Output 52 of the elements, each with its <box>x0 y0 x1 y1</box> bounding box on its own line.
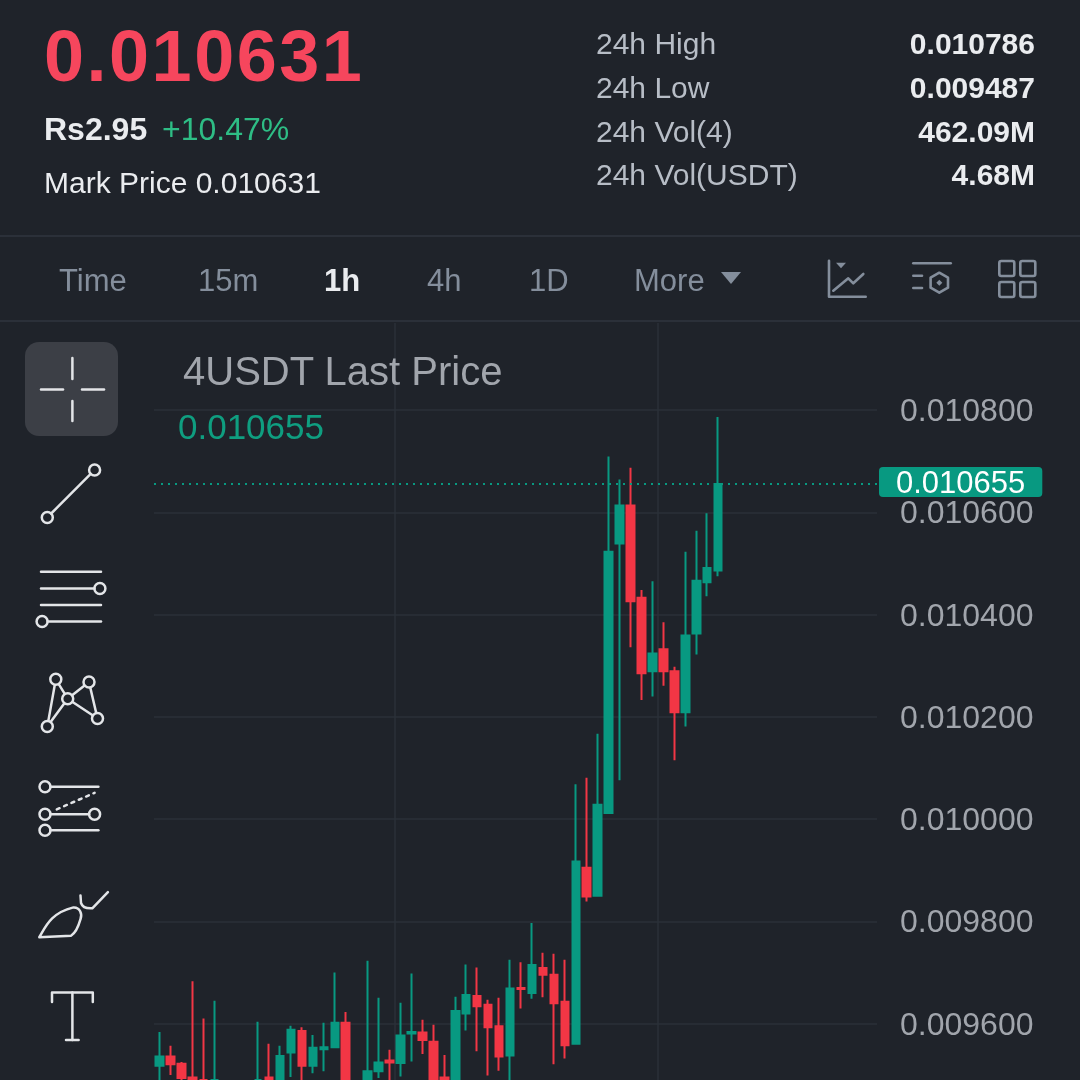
y-tick-label: 0.010800 <box>900 391 1034 428</box>
text: 24h Vol(USDT) <box>596 158 798 191</box>
candlestick <box>417 1018 428 1055</box>
text: Time <box>59 263 127 298</box>
text: 0.009487 <box>909 71 1035 104</box>
text: More <box>634 263 705 298</box>
candlestick <box>581 776 592 903</box>
candlestick <box>516 961 526 1010</box>
candlestick <box>472 966 482 1053</box>
y-tick-label: 0.010000 <box>900 801 1034 838</box>
candlestick <box>330 971 340 1049</box>
text: 462.09M <box>918 115 1035 148</box>
candlestick <box>319 1021 329 1073</box>
text: 1h <box>324 263 361 298</box>
candlestick <box>483 998 493 1077</box>
text: 24h Low <box>596 71 710 104</box>
text: 4.68M <box>951 158 1035 191</box>
text: 4h <box>427 263 462 298</box>
text: 24h High <box>596 27 717 60</box>
candlestick <box>154 1030 165 1080</box>
candlestick <box>384 1048 395 1080</box>
y-tick-label: 0.009800 <box>900 903 1034 940</box>
candlestick <box>275 1044 285 1080</box>
candlestick <box>308 1033 318 1075</box>
text: 24h Vol(4) <box>596 115 733 148</box>
y-tick-label: 0.010400 <box>900 596 1034 633</box>
text: 0.010631 <box>44 16 365 96</box>
candlestick <box>264 1042 274 1080</box>
candlestick <box>680 550 691 728</box>
y-tick-label: 0.010200 <box>900 698 1034 735</box>
candlestick <box>395 1001 406 1078</box>
candlestick <box>560 958 570 1060</box>
candlestick <box>647 580 658 698</box>
text: Rs2.95 <box>44 111 148 147</box>
candlestick <box>527 921 537 1000</box>
text: 15m <box>198 263 259 298</box>
candlestick <box>297 1026 307 1080</box>
text: 1D <box>529 263 569 298</box>
candlestick <box>538 951 548 999</box>
text: +10.47% <box>162 111 290 147</box>
text: 4USDT Last Price <box>183 349 503 393</box>
text: 0.010786 <box>909 27 1035 60</box>
candlestick <box>549 952 559 1066</box>
candlestick <box>406 972 417 1063</box>
candlestick <box>571 783 581 1046</box>
y-tick-label: 0.009600 <box>900 1005 1034 1042</box>
candlestick <box>505 958 515 1080</box>
candlestick <box>340 1010 351 1080</box>
text: Mark Price 0.010631 <box>44 166 321 199</box>
candlestick <box>286 1024 296 1078</box>
annotation: 0.010655 <box>178 407 324 446</box>
candlestick <box>494 996 504 1072</box>
